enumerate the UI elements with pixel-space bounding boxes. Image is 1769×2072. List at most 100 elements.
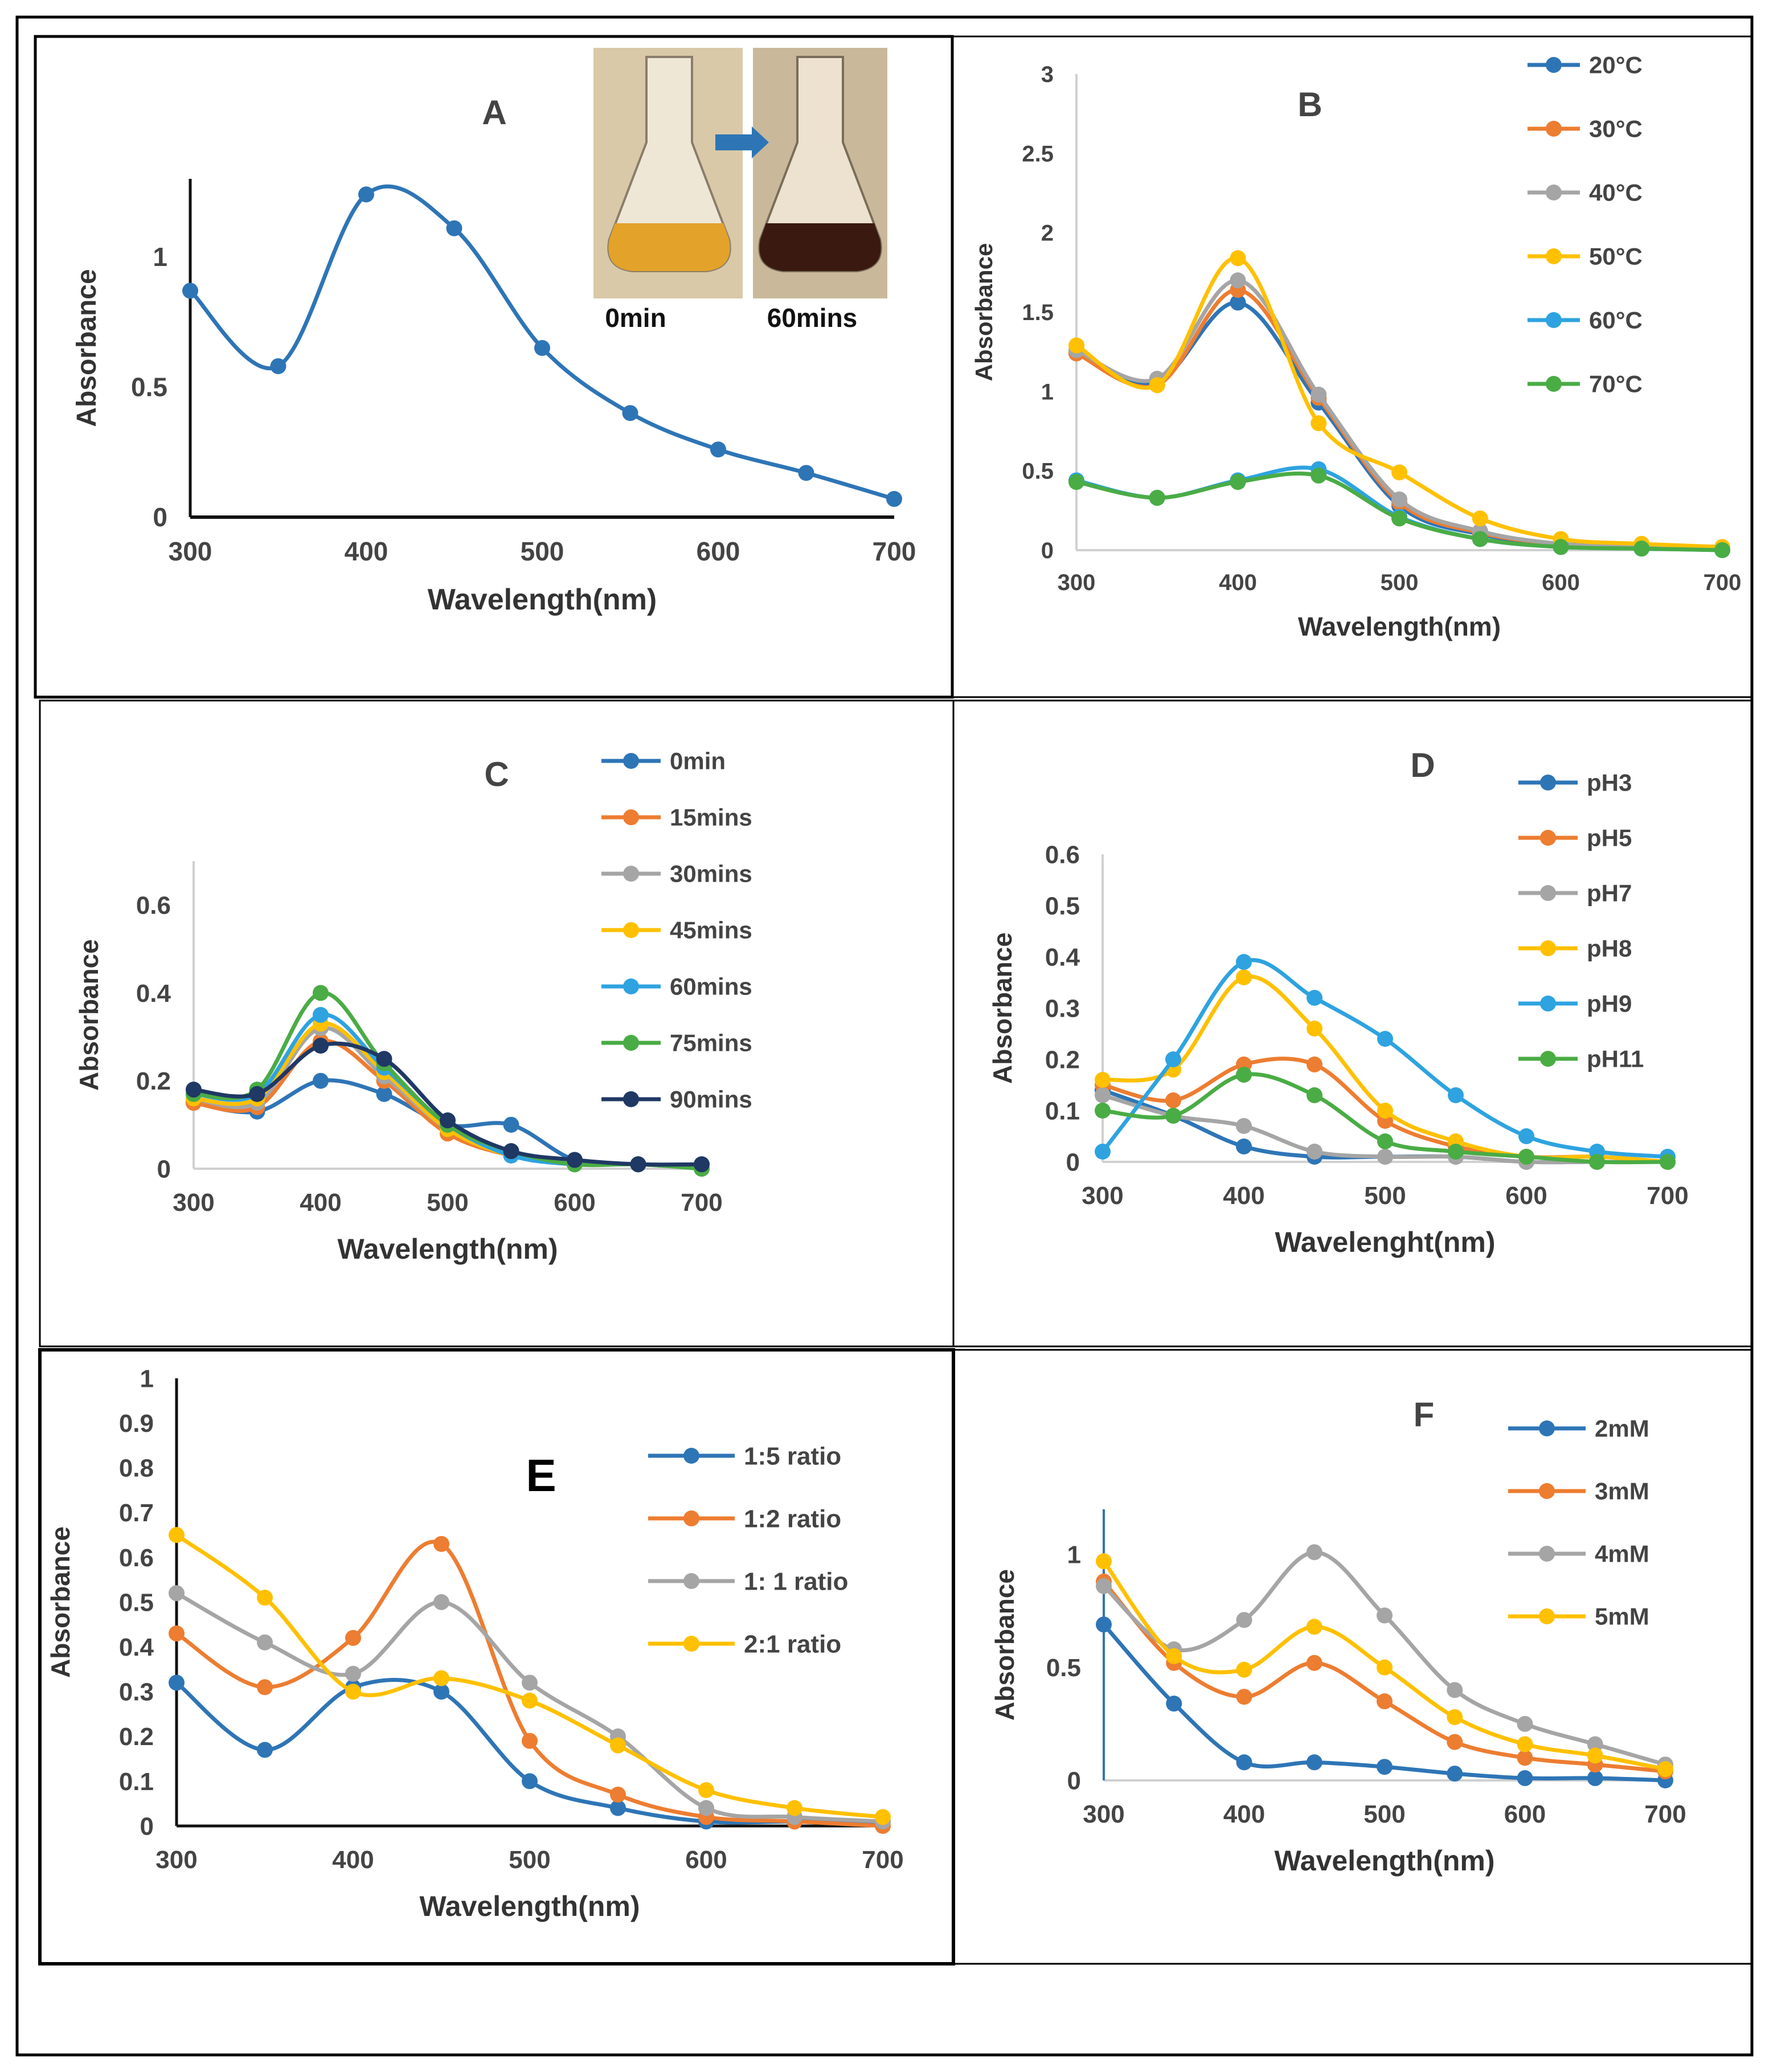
y-tick-label: 0 [153,502,167,532]
legend-label: 1:5 ratio [744,1442,841,1470]
data-point [1377,1607,1393,1624]
data-point [1307,1144,1322,1160]
legend-label: 4mM [1595,1541,1649,1567]
data-point [1377,1759,1393,1775]
data-point [1306,1544,1322,1561]
y-tick-label: 0 [157,1155,171,1183]
y-tick-label: 0.7 [119,1499,154,1527]
x-tick-label: 300 [169,537,212,566]
x-tick-label: 300 [1082,1182,1123,1210]
y-tick-label: 0.1 [1045,1097,1080,1125]
panel-frame-f [952,1349,1753,1965]
x-axis-title: Wavelength(nm) [428,583,657,616]
y-tick-label: 0.6 [119,1544,154,1572]
legend-swatch-marker [623,809,639,825]
legend-label: pH5 [1587,825,1632,851]
legend-swatch-marker [1539,1420,1555,1436]
series-line [175,1539,883,1828]
inset-label-before: 0min [605,303,666,333]
y-tick-label: 0.5 [1045,892,1080,920]
data-point [376,1051,392,1067]
legend-label: 1: 1 ratio [744,1567,848,1595]
data-point [698,1782,714,1799]
data-point [1096,1578,1112,1594]
data-point [1165,1108,1181,1124]
data-point [1236,1754,1252,1771]
legend-swatch-marker [1546,312,1562,328]
data-point [1377,1133,1393,1149]
data-point [433,1594,449,1610]
legend-label: 75mins [670,1030,752,1057]
chart-f: 300 400 500 600 700 0 0.5 1 Wavelength(nm) Absorb… [990,1395,1686,1877]
legend-swatch-marker [1539,1546,1555,1562]
legend-label: 30°C [1589,116,1643,142]
series-line [1102,974,1668,1164]
series-line [189,184,895,501]
data-point [186,1082,202,1098]
flask-liquid-after [759,223,881,271]
x-axis-title: Wavelenght(nm) [1275,1226,1495,1258]
y-tick-label: 0.4 [136,980,171,1008]
data-point [182,282,198,299]
x-tick-label: 500 [521,537,564,566]
data-point [1230,474,1246,490]
x-tick-label: 700 [1647,1182,1688,1210]
y-axis-title: Absorbance [46,1526,75,1678]
legend-label: 20°C [1589,52,1643,79]
data-point [1306,1619,1322,1635]
x-tick-label: 700 [862,1846,903,1874]
legend-item: pH5 [1518,825,1632,851]
legend-item: 60mins [601,973,752,1000]
data-point [1517,1736,1533,1752]
legend-item: 1:5 ratio [648,1442,841,1470]
x-tick-label: 400 [1223,1182,1264,1210]
legend-swatch-marker [1546,376,1562,392]
y-tick-label: 0.4 [1045,943,1080,971]
data-point [1230,250,1246,267]
x-tick-label: 500 [509,1846,550,1874]
legend-item: 1: 1 ratio [648,1567,848,1595]
data-point [1311,415,1327,432]
panel-label: C [484,755,509,793]
series-75mins [186,985,710,1177]
data-point [610,1737,626,1754]
x-tick-label: 300 [1083,1800,1124,1828]
x-tick-label: 500 [427,1189,468,1217]
y-tick-label: 1 [153,242,167,272]
data-point [345,1684,361,1700]
legend-item: pH9 [1518,990,1632,1017]
data-point [622,405,638,421]
y-tick-label: 0.5 [119,1588,154,1616]
data-point [376,1086,392,1102]
data-point [1472,531,1488,547]
legend-item: 70°C [1528,371,1643,398]
legend-item: 50°C [1528,243,1643,270]
y-tick-label: 1.5 [1022,300,1054,325]
series-2:1 ratio [169,1527,891,1825]
legend-swatch-marker [1546,248,1562,264]
series-pH11 [1095,1067,1676,1170]
series-main [182,184,902,507]
data-point [1307,1057,1322,1072]
legend-item: 3mM [1508,1478,1649,1505]
data-point [1391,510,1407,527]
x-tick-label: 400 [345,537,388,566]
x-tick-label: 300 [1058,570,1096,595]
legend-item: 45mins [601,917,752,944]
data-point [1714,542,1730,558]
legend-swatch-marker [1546,57,1562,73]
legend-label: 5mM [1595,1603,1649,1630]
data-point [1447,1734,1463,1750]
data-point [313,1072,329,1089]
data-point [1587,1736,1603,1752]
legend-label: 15mins [670,804,752,831]
legend-item: 40°C [1528,179,1643,206]
legend-swatch-marker [1539,1608,1555,1624]
y-tick-label: 0 [1067,1767,1081,1795]
legend-label: 30mins [670,861,752,887]
data-point [787,1800,802,1816]
legend-swatch-marker [623,866,639,882]
data-point [169,1585,185,1602]
data-point [1447,1682,1463,1698]
